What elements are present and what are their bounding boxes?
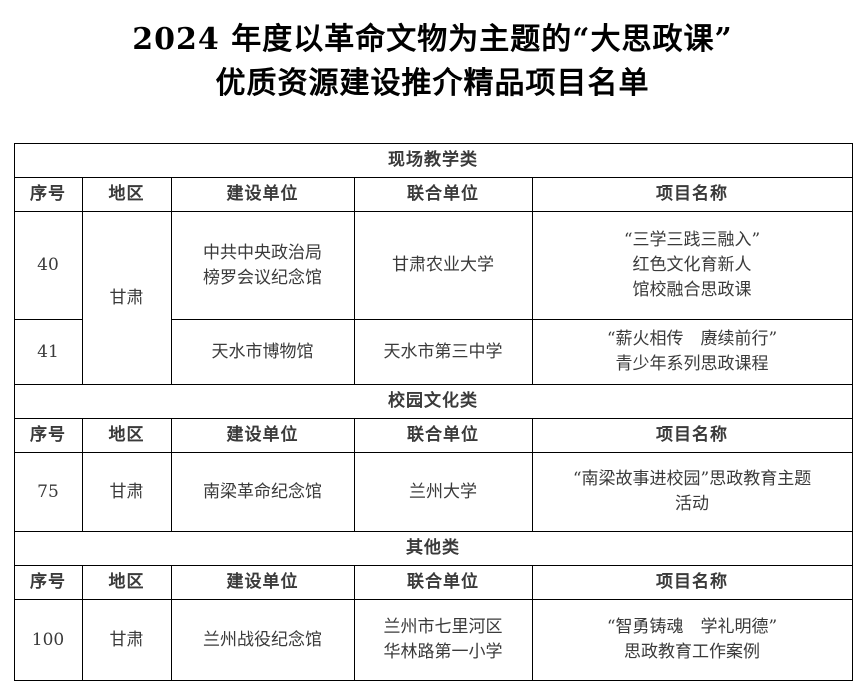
cell-area: 甘肃 — [81, 599, 172, 681]
section-title-field-other: 其他类 — [13, 531, 853, 566]
cell-project: “智勇铸魂 学礼明德” 思政教育工作案例 — [531, 599, 853, 681]
title-line-2: 优质资源建设推介精品项目名单 — [215, 66, 650, 101]
column-header-build-unit: 建设单位 — [170, 418, 355, 453]
cell-project: “薪火相传 赓续前行” 青少年系列思政课程 — [531, 319, 853, 385]
column-header-row: 序号 地区 建设单位 联合单位 项目名称 — [13, 177, 853, 212]
cell-union-unit: 甘肃农业大学 — [353, 211, 533, 320]
column-header-union-unit: 联合单位 — [353, 418, 533, 453]
cell-build-unit: 南梁革命纪念馆 — [170, 452, 355, 532]
column-header-row: 序号 地区 建设单位 联合单位 项目名称 — [13, 418, 853, 453]
cell-area: 甘肃 — [81, 452, 172, 532]
cell-build-unit-line: 榜罗会议纪念馆 — [203, 267, 322, 288]
cell-build-unit-line: 南梁革命纪念馆 — [203, 481, 322, 502]
section-title-field-campus: 校园文化类 — [13, 384, 853, 419]
cell-area: 甘肃 — [81, 211, 172, 385]
cell-project-line: “三学三践三融入” — [623, 230, 761, 250]
cell-project-line: 活动 — [675, 494, 710, 514]
column-header-area: 地区 — [81, 418, 172, 453]
section-title-field-teaching: 现场教学类 — [13, 143, 853, 178]
project-list-table: 现场教学类 序号 地区 建设单位 联合单位 项目名称 40 甘肃 中共中央政治局… — [13, 143, 853, 681]
cell-project-line: “薪火相传 赓续前行” — [606, 329, 778, 349]
cell-union-unit-line: 甘肃农业大学 — [392, 255, 494, 275]
table-row: 100 甘肃 兰州战役纪念馆 兰州市七里河区 华林路第一小学 “智勇铸魂 学礼明… — [13, 599, 853, 681]
table-row: 41 天水市博物馆 天水市第三中学 “薪火相传 赓续前行” 青少年系列思政课程 — [13, 319, 853, 385]
cell-build-unit-line: 天水市博物馆 — [211, 341, 314, 362]
cell-union-unit: 兰州市七里河区 华林路第一小学 — [353, 599, 533, 681]
cell-union-unit: 天水市第三中学 — [353, 319, 533, 385]
column-header-no: 序号 — [13, 565, 83, 600]
cell-no: 40 — [13, 211, 83, 320]
cell-project-line: 思政教育工作案例 — [624, 642, 761, 662]
cell-no: 41 — [13, 319, 83, 385]
cell-no: 75 — [13, 452, 83, 532]
column-header-union-unit: 联合单位 — [353, 565, 533, 600]
cell-union-unit: 兰州大学 — [353, 452, 533, 532]
column-header-build-unit: 建设单位 — [170, 565, 355, 600]
column-header-row: 序号 地区 建设单位 联合单位 项目名称 — [13, 565, 853, 600]
cell-project: “三学三践三融入” 红色文化育新人 馆校融合思政课 — [531, 211, 853, 320]
column-header-project: 项目名称 — [531, 177, 853, 212]
column-header-area: 地区 — [81, 565, 172, 600]
section-header-row: 现场教学类 — [13, 143, 853, 178]
title-line-1: 2024 年度以革命文物为主题的“大思政课” — [132, 22, 733, 57]
cell-build-unit-line: 中共中央政治局 — [203, 242, 322, 263]
cell-project-line: 馆校融合思政课 — [632, 280, 752, 300]
column-header-area: 地区 — [81, 177, 172, 212]
table-row: 75 甘肃 南梁革命纪念馆 兰州大学 “南梁故事进校园”思政教育主题 活动 — [13, 452, 853, 532]
cell-union-unit-line: 天水市第三中学 — [383, 341, 503, 362]
cell-project-line: 青少年系列思政课程 — [615, 354, 769, 374]
column-header-project: 项目名称 — [531, 418, 853, 453]
cell-build-unit: 兰州战役纪念馆 — [170, 599, 355, 681]
section-header-row: 其他类 — [13, 531, 853, 566]
table-row: 40 甘肃 中共中央政治局 榜罗会议纪念馆 甘肃农业大学 “三学三践三融入” 红… — [13, 211, 853, 385]
column-header-project: 项目名称 — [531, 565, 853, 600]
project-list-table-wrapper: 现场教学类 序号 地区 建设单位 联合单位 项目名称 40 甘肃 中共中央政治局… — [13, 143, 853, 681]
column-header-union-unit: 联合单位 — [353, 177, 533, 212]
cell-project-line: “智勇铸魂 学礼明德” — [606, 617, 778, 637]
cell-union-unit-line: 华林路第一小学 — [383, 642, 503, 662]
cell-build-unit: 中共中央政治局 榜罗会议纪念馆 — [170, 211, 355, 320]
column-header-no: 序号 — [13, 177, 83, 212]
cell-build-unit: 天水市博物馆 — [170, 319, 355, 385]
cell-union-unit-line: 兰州市七里河区 — [383, 617, 503, 637]
cell-union-unit-line: 兰州大学 — [409, 481, 477, 502]
column-header-build-unit: 建设单位 — [170, 177, 355, 212]
column-header-no: 序号 — [13, 418, 83, 453]
section-header-row: 校园文化类 — [13, 384, 853, 419]
cell-project-line: 红色文化育新人 — [632, 255, 752, 275]
cell-no: 100 — [13, 599, 83, 681]
cell-project: “南梁故事进校园”思政教育主题 活动 — [531, 452, 853, 532]
cell-build-unit-line: 兰州战役纪念馆 — [203, 629, 322, 650]
cell-project-line: “南梁故事进校园”思政教育主题 — [572, 469, 812, 489]
page-title: 2024 年度以革命文物为主题的“大思政课” 优质资源建设推介精品项目名单 — [0, 0, 865, 106]
